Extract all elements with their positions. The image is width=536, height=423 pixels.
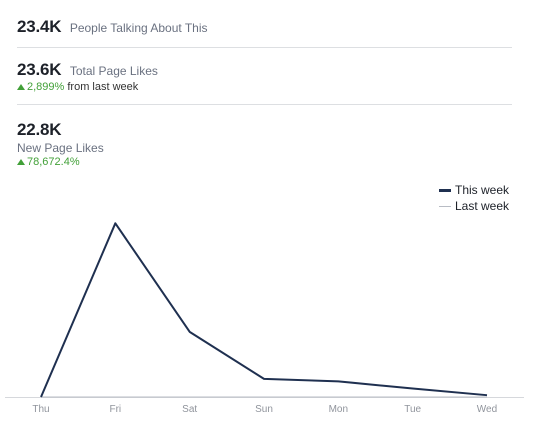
- legend-swatch-last-week: [439, 206, 451, 208]
- up-arrow-icon: [17, 84, 25, 90]
- legend-label-last-week: Last week: [455, 199, 510, 213]
- metric-people-talking: 23.4K People Talking About This: [17, 17, 207, 37]
- total-page-likes-change-pct: 2,899%: [27, 81, 65, 93]
- divider: [17, 104, 512, 105]
- up-arrow-icon: [17, 159, 25, 165]
- total-page-likes-change-suffix: from last week: [64, 81, 139, 93]
- legend-item-last-week[interactable]: Last week: [439, 198, 509, 214]
- x-tick-label-tue: Tue: [404, 404, 421, 415]
- x-tick-label-thu: Thu: [32, 404, 49, 415]
- x-tick-label-sun: Sun: [255, 404, 273, 415]
- metric-new-page-likes: 22.8K New Page Likes 78,672.4%: [17, 120, 104, 168]
- divider: [17, 47, 512, 48]
- new-page-likes-change-pct: 78,672.4%: [27, 156, 80, 168]
- legend-label-this-week: This week: [455, 183, 510, 197]
- x-tick-label-mon: Mon: [329, 404, 348, 415]
- x-tick-label-fri: Fri: [109, 404, 121, 415]
- total-page-likes-change: 2,899% from last week: [17, 81, 158, 93]
- legend-item-this-week[interactable]: This week: [439, 182, 509, 198]
- new-page-likes-value: 22.8K: [17, 120, 62, 139]
- total-page-likes-value: 23.6K: [17, 60, 62, 79]
- legend-swatch-this-week: [439, 189, 451, 193]
- x-tick-label-sat: Sat: [182, 404, 197, 415]
- chart-legend: This week Last week: [439, 182, 509, 214]
- metric-total-page-likes: 23.6K Total Page Likes 2,899% from last …: [17, 60, 158, 93]
- people-talking-label: People Talking About This: [69, 21, 208, 35]
- people-talking-value: 23.4K: [17, 17, 62, 36]
- x-tick-label-wed: Wed: [477, 404, 497, 415]
- x-axis-ticks: Thu Fri Sat Sun Mon Tue Wed: [32, 404, 497, 415]
- total-page-likes-label: Total Page Likes: [69, 64, 158, 78]
- new-page-likes-change: 78,672.4%: [17, 156, 104, 168]
- series-line-this-week: [40, 222, 488, 398]
- new-page-likes-label: New Page Likes: [17, 141, 104, 155]
